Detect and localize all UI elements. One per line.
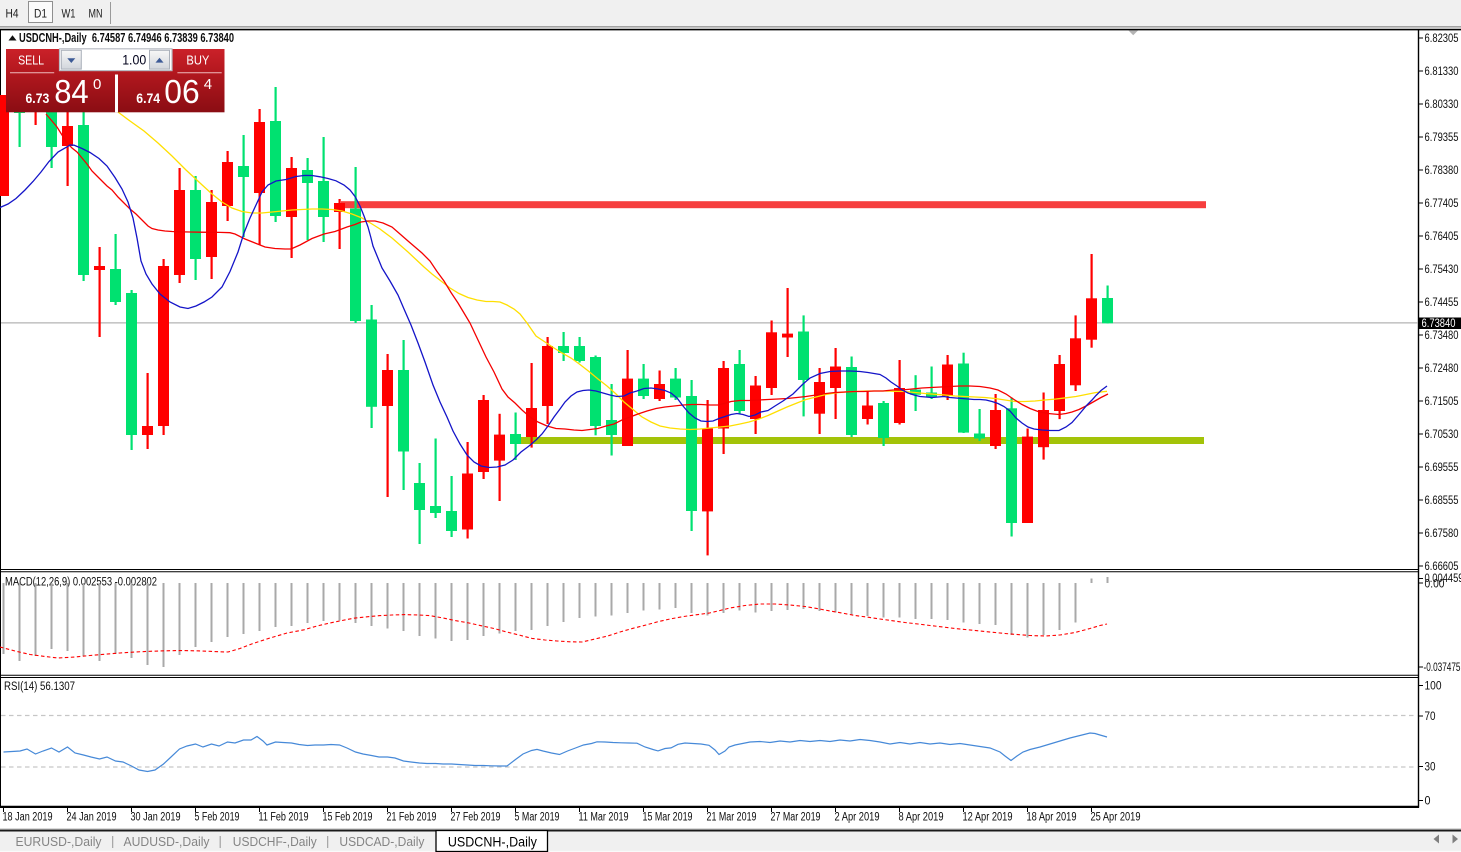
- svg-text:0.00: 0.00: [1425, 579, 1445, 591]
- svg-text:6.79355: 6.79355: [1425, 132, 1459, 144]
- svg-text:100: 100: [1425, 681, 1442, 693]
- svg-text:6.67580: 6.67580: [1425, 528, 1459, 540]
- svg-text:USDCNH-,Daily: USDCNH-,Daily: [448, 835, 537, 850]
- svg-text:W1: W1: [62, 9, 76, 21]
- svg-text:MN: MN: [89, 9, 103, 21]
- svg-text:0: 0: [93, 76, 101, 93]
- svg-text:11 Mar 2019: 11 Mar 2019: [579, 812, 629, 824]
- svg-text:6.82305: 6.82305: [1425, 33, 1459, 45]
- svg-text:6.66605: 6.66605: [1425, 561, 1459, 573]
- svg-text:15 Feb 2019: 15 Feb 2019: [323, 812, 373, 824]
- svg-text:11 Feb 2019: 11 Feb 2019: [259, 812, 309, 824]
- svg-text:USDCHF-,Daily: USDCHF-,Daily: [233, 834, 317, 849]
- svg-text:6.77405: 6.77405: [1425, 198, 1459, 210]
- svg-text:8 Apr 2019: 8 Apr 2019: [899, 812, 944, 824]
- svg-text:6.69555: 6.69555: [1425, 462, 1459, 474]
- svg-text:|: |: [326, 834, 329, 849]
- svg-text:27 Mar 2019: 27 Mar 2019: [771, 812, 821, 824]
- svg-text:-0.037475: -0.037475: [1424, 662, 1461, 674]
- svg-text:RSI(14) 56.1307: RSI(14) 56.1307: [4, 681, 75, 693]
- svg-text:21 Mar 2019: 21 Mar 2019: [707, 812, 757, 824]
- svg-text:2 Apr 2019: 2 Apr 2019: [835, 812, 880, 824]
- svg-text:0: 0: [1425, 796, 1431, 808]
- svg-text:70: 70: [1425, 711, 1436, 723]
- svg-text:SELL: SELL: [18, 53, 44, 68]
- svg-text:18 Jan 2019: 18 Jan 2019: [3, 812, 53, 824]
- svg-text:BUY: BUY: [186, 53, 209, 68]
- svg-text:USDCAD-,Daily: USDCAD-,Daily: [339, 834, 424, 849]
- svg-text:6.75430: 6.75430: [1425, 264, 1459, 276]
- svg-text:6.73840: 6.73840: [1422, 318, 1456, 330]
- svg-text:18 Apr 2019: 18 Apr 2019: [1027, 812, 1077, 824]
- svg-text:EURUSD-,Daily: EURUSD-,Daily: [16, 834, 102, 849]
- svg-text:6.74455: 6.74455: [1425, 297, 1459, 309]
- svg-text:D1: D1: [34, 9, 47, 21]
- svg-text:H4: H4: [6, 9, 20, 21]
- svg-text:USDCNH-,Daily 6.74587 6.74946: USDCNH-,Daily 6.74587 6.74946 6.73839 6.…: [19, 31, 234, 45]
- svg-text:AUDUSD-,Daily: AUDUSD-,Daily: [124, 834, 210, 849]
- svg-text:0.004459: 0.004459: [1425, 573, 1461, 585]
- svg-text:|: |: [111, 834, 114, 849]
- svg-text:|: |: [219, 834, 222, 849]
- svg-text:6.71505: 6.71505: [1425, 396, 1459, 408]
- svg-text:6.80330: 6.80330: [1425, 99, 1459, 111]
- svg-text:24 Jan 2019: 24 Jan 2019: [67, 812, 117, 824]
- svg-text:5 Mar 2019: 5 Mar 2019: [515, 812, 560, 824]
- svg-text:6.78380: 6.78380: [1425, 165, 1459, 177]
- svg-text:6.76405: 6.76405: [1425, 231, 1459, 243]
- svg-text:30: 30: [1425, 762, 1436, 774]
- svg-text:1.00: 1.00: [122, 53, 146, 68]
- svg-text:6.81330: 6.81330: [1425, 66, 1459, 78]
- svg-text:6.70530: 6.70530: [1425, 429, 1459, 441]
- svg-text:MACD(12,26,9) 0.002553 -0.0028: MACD(12,26,9) 0.002553 -0.002802: [5, 577, 157, 589]
- svg-text:15 Mar 2019: 15 Mar 2019: [643, 812, 693, 824]
- svg-text:6.73480: 6.73480: [1425, 330, 1459, 342]
- svg-text:25 Apr 2019: 25 Apr 2019: [1091, 812, 1141, 824]
- svg-text:27 Feb 2019: 27 Feb 2019: [451, 812, 501, 824]
- svg-text:6.72480: 6.72480: [1425, 363, 1459, 375]
- svg-text:6.73: 6.73: [26, 91, 50, 106]
- svg-text:12 Apr 2019: 12 Apr 2019: [963, 812, 1013, 824]
- svg-text:30 Jan 2019: 30 Jan 2019: [131, 812, 181, 824]
- svg-text:5 Feb 2019: 5 Feb 2019: [195, 812, 240, 824]
- svg-text:6.74: 6.74: [136, 91, 160, 106]
- svg-text:06: 06: [164, 73, 199, 110]
- svg-text:84: 84: [54, 73, 88, 110]
- svg-text:6.68555: 6.68555: [1425, 495, 1459, 507]
- svg-text:21 Feb 2019: 21 Feb 2019: [387, 812, 437, 824]
- svg-text:4: 4: [204, 76, 212, 93]
